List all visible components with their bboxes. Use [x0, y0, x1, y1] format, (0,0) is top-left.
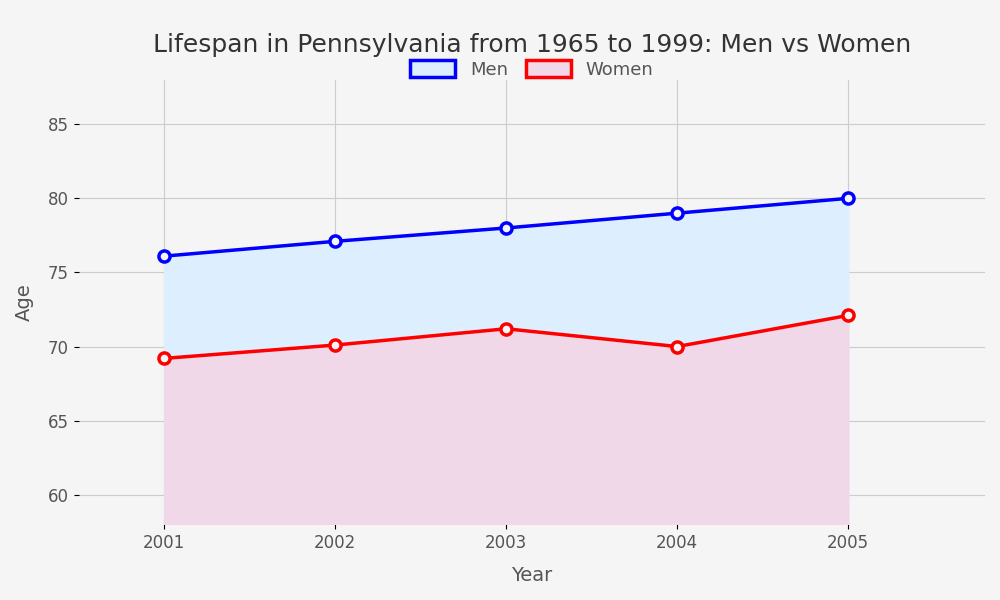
Title: Lifespan in Pennsylvania from 1965 to 1999: Men vs Women: Lifespan in Pennsylvania from 1965 to 19… [153, 33, 911, 57]
Y-axis label: Age: Age [15, 283, 34, 321]
X-axis label: Year: Year [511, 566, 552, 585]
Legend: Men, Women: Men, Women [403, 53, 661, 86]
